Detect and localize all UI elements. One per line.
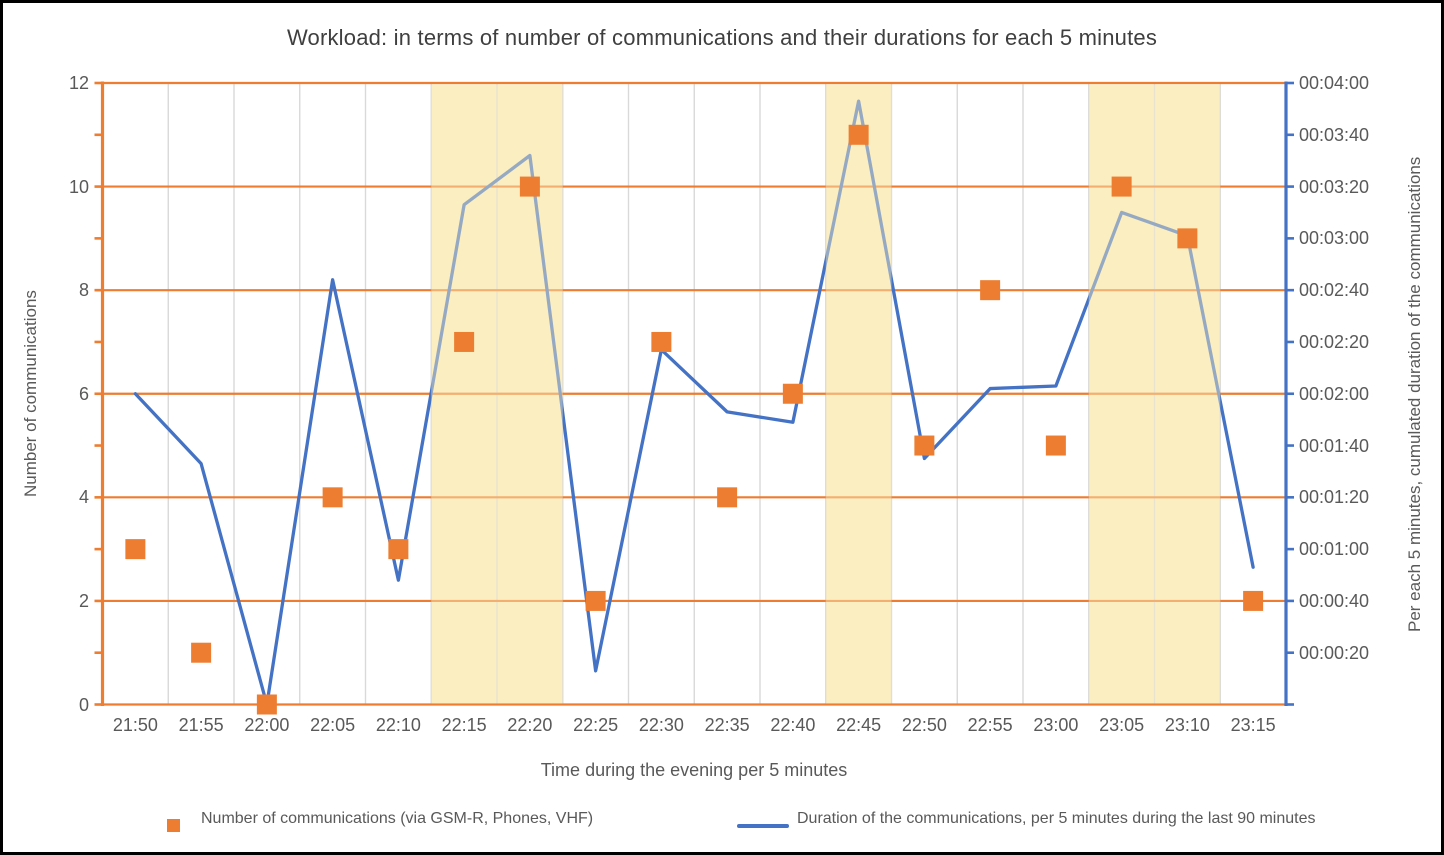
x-axis-tick-label: 23:05 (1099, 715, 1145, 735)
x-axis-tick-label: 21:50 (112, 715, 158, 735)
comms-marker (256, 694, 277, 715)
y-axis-right-tick-label: 00:00:20 (1299, 642, 1370, 663)
legend-square-marker-icon (167, 819, 180, 832)
y-axis-right-tick-label: 00:02:20 (1299, 331, 1370, 352)
comms-marker (585, 590, 606, 611)
comms-marker (651, 331, 672, 352)
y-axis-left-tick-label: 6 (78, 383, 89, 404)
x-axis-title: Time during the evening per 5 minutes (540, 760, 848, 780)
comms-marker (914, 435, 935, 456)
comms-marker (717, 487, 738, 508)
x-axis-tick-label: 23:00 (1033, 715, 1079, 735)
y-axis-left-tick-label: 0 (78, 694, 89, 715)
duration-line (133, 99, 1255, 707)
y-axis-right-tick-label: 00:01:00 (1299, 539, 1370, 560)
x-axis-tick-label: 23:15 (1230, 715, 1276, 735)
legend-label-duration: Duration of the communications, per 5 mi… (797, 810, 1316, 827)
x-axis-tick-label: 22:00 (244, 715, 290, 735)
x-axis-tick-label: 22:55 (967, 715, 1013, 735)
y-axis-right-title: Per each 5 minutes, cumulated duration o… (1405, 156, 1424, 632)
y-axis-right-tick-label: 00:00:40 (1299, 590, 1370, 611)
x-axis-tick-label: 22:05 (310, 715, 356, 735)
y-axis-left-tick-label: 10 (68, 176, 89, 197)
legend-line-marker-icon (737, 824, 789, 828)
x-axis-tick-label: 22:40 (770, 715, 816, 735)
x-axis-tick-label: 22:45 (836, 715, 882, 735)
chart-title: Workload: in terms of number of communic… (286, 25, 1158, 50)
y-axis-left-tick-label: 8 (78, 280, 89, 301)
comms-marker (322, 487, 343, 508)
x-axis-tick-label: 22:15 (441, 715, 487, 735)
legend: Number of communications (via GSM-R, Pho… (3, 807, 1441, 841)
x-axis-tick-label: 22:10 (375, 715, 421, 735)
x-axis-tick-label: 22:35 (704, 715, 750, 735)
y-axis-right-tick-label: 00:01:40 (1299, 435, 1370, 456)
x-axis-tick-label: 23:10 (1164, 715, 1210, 735)
comms-marker (1045, 435, 1066, 456)
comms-marker (782, 383, 803, 404)
highlight-band-overlay (1088, 84, 1221, 704)
x-axis-tick-label: 22:20 (507, 715, 553, 735)
y-axis-left-title: Number of communications (21, 290, 40, 498)
comms-marker (191, 642, 212, 663)
comms-marker (454, 331, 475, 352)
y-axis-right-tick-label: 00:04:00 (1299, 73, 1370, 93)
x-axis-tick-label: 22:30 (638, 715, 684, 735)
comms-marker (1243, 590, 1264, 611)
comms-marker (980, 280, 1001, 301)
comms-marker (1177, 228, 1198, 249)
y-axis-right-tick-label: 00:03:00 (1299, 228, 1370, 249)
highlight-band-overlay (825, 84, 892, 704)
comms-marker (519, 176, 540, 197)
y-axis-left-tick-label: 2 (78, 590, 89, 611)
comms-marker (388, 539, 409, 560)
y-axis-right-tick-label: 00:03:40 (1299, 124, 1370, 145)
y-axis-right-tick-label: 00:01:20 (1299, 487, 1370, 508)
highlight-band-overlay (431, 84, 563, 704)
y-axis-right-tick-label: 00:02:00 (1299, 383, 1370, 404)
comms-marker (848, 124, 869, 145)
y-axis-left-tick-label: 12 (68, 73, 89, 93)
x-axis-tick-label: 22:50 (901, 715, 947, 735)
legend-label-communications: Number of communications (via GSM-R, Pho… (201, 810, 594, 827)
plot-canvas (94, 81, 1294, 715)
comms-marker (125, 539, 146, 560)
comms-marker (1111, 176, 1132, 197)
y-axis-right-tick-label: 00:02:40 (1299, 280, 1370, 301)
y-axis-right-tick-label: 00:03:20 (1299, 176, 1370, 197)
x-axis-tick-label: 22:25 (573, 715, 619, 735)
y-axis-left-tick-label: 4 (78, 487, 89, 508)
x-axis-tick-label: 21:55 (178, 715, 224, 735)
